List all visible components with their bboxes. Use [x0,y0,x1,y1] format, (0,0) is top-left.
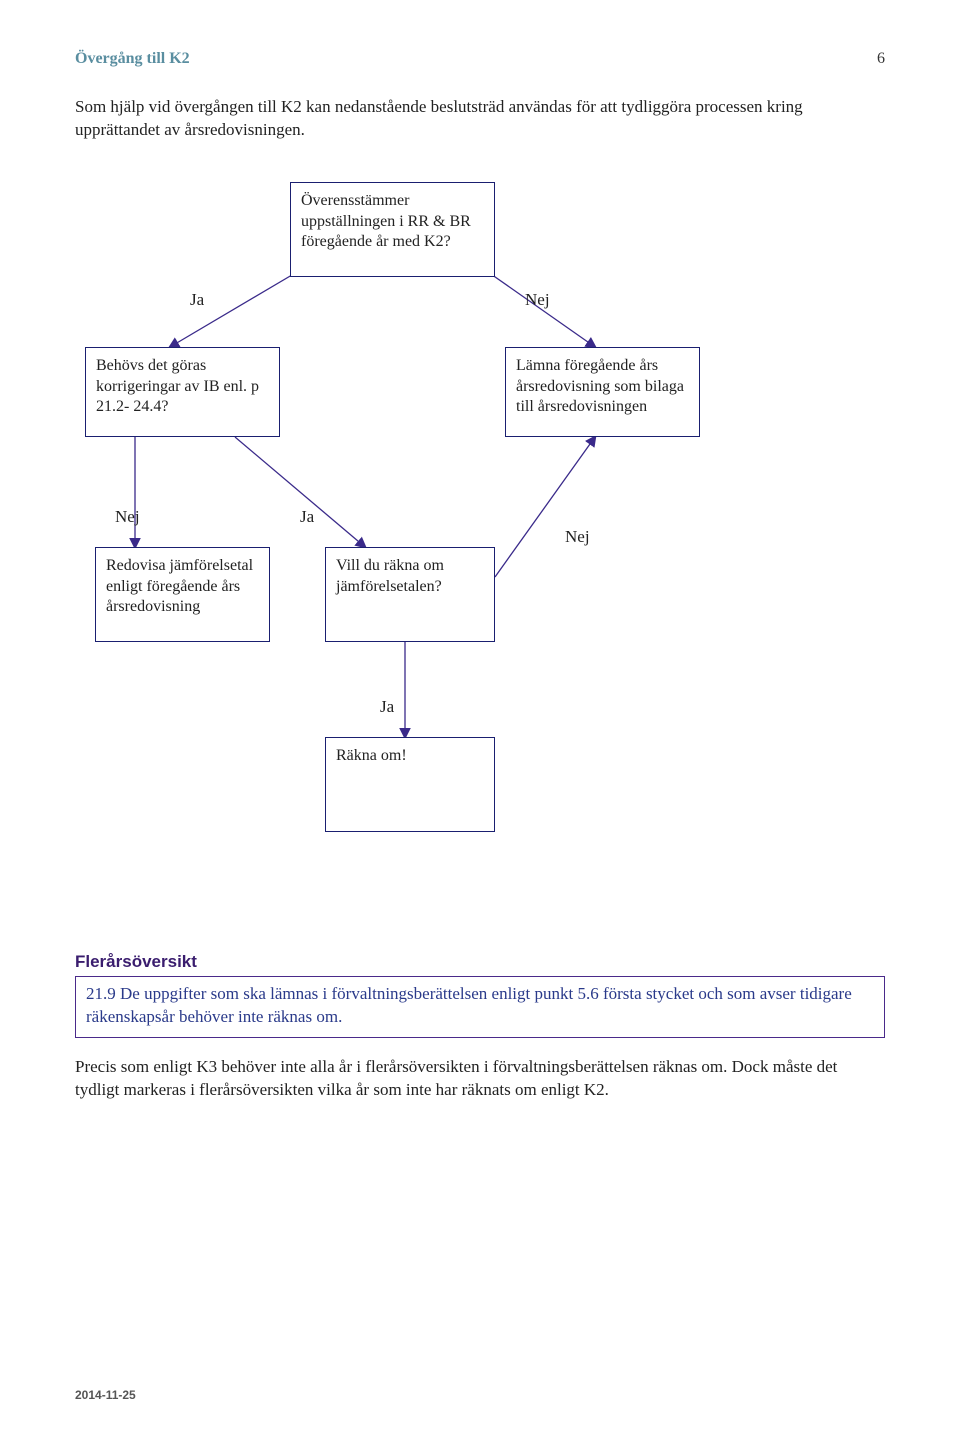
flow-edge-4 [495,437,595,577]
page-number: 6 [877,50,885,68]
flow-label-l_nej1: Nej [525,290,550,310]
flow-label-l_ja2: Ja [300,507,314,527]
flow-label-l_nej2: Nej [115,507,140,527]
flow-node-n6: Räkna om! [325,737,495,832]
decision-tree-flowchart: Överensstämmer uppställningen i RR & BR … [75,182,885,902]
flow-edge-3 [235,437,365,547]
flow-label-l_ja3: Ja [380,697,394,717]
page-header: Övergång till K2 6 [75,50,885,68]
section-title: Flerårsöversikt [75,952,885,972]
flow-node-n1: Överensstämmer uppställningen i RR & BR … [290,182,495,277]
flow-node-n5: Vill du räkna om jämförelsetalen? [325,547,495,642]
header-title: Övergång till K2 [75,50,190,68]
flow-label-l_ja1: Ja [190,290,204,310]
body-paragraph: Precis som enligt K3 behöver inte alla å… [75,1056,885,1102]
flow-node-n4: Redovisa jämförelsetal enligt föregående… [95,547,270,642]
flow-label-l_nej3: Nej [565,527,590,547]
rule-box: 21.9 De uppgifter som ska lämnas i förva… [75,976,885,1038]
flow-node-n2: Behövs det göras korrigeringar av IB enl… [85,347,280,437]
flow-node-n3: Lämna föregående års årsredovisning som … [505,347,700,437]
footer-date: 2014-11-25 [75,1388,136,1402]
intro-text: Som hjälp vid övergången till K2 kan ned… [75,96,885,142]
